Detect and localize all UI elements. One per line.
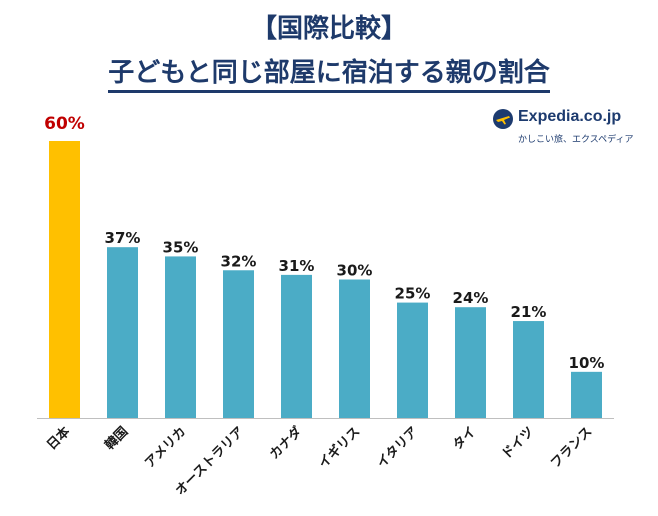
- value-label-8: 21%: [511, 303, 547, 321]
- expedia-logo: Expedia.co.jp かしこい旅、エクスペディア: [492, 108, 642, 154]
- bars-group: [49, 141, 602, 418]
- category-label-5: イギリス: [315, 424, 363, 472]
- value-label-0: 60%: [44, 114, 85, 134]
- value-labels-group: 60% 37% 35% 32% 31% 30% 25% 24% 21% 10%: [44, 114, 604, 372]
- bar-1: [107, 247, 138, 418]
- value-label-3: 32%: [221, 252, 257, 270]
- logo-tagline: かしこい旅、エクスペディア: [518, 135, 634, 145]
- bar-4: [281, 274, 312, 418]
- category-label-1: 韓国: [102, 424, 132, 454]
- value-label-7: 24%: [453, 289, 489, 307]
- value-label-2: 35%: [163, 238, 199, 256]
- chart-title-line2: 子どもと同じ部屋に宿泊する親の割合: [0, 52, 658, 93]
- value-label-9: 10%: [569, 354, 605, 372]
- category-label-6: イタリア: [374, 424, 421, 471]
- category-label-2: アメリカ: [142, 424, 189, 471]
- logo-name: Expedia.co.jp: [518, 108, 622, 125]
- value-label-5: 30%: [337, 262, 373, 280]
- category-label-7: タイ: [450, 424, 479, 453]
- value-label-4: 31%: [279, 257, 315, 275]
- category-label-9: フランス: [548, 424, 595, 471]
- bar-3: [223, 270, 254, 418]
- value-label-1: 37%: [105, 229, 141, 247]
- bar-0: [49, 141, 80, 418]
- bar-6: [397, 302, 428, 418]
- bar-9: [571, 371, 602, 418]
- airplane-globe-icon: [493, 109, 513, 129]
- bar-8: [513, 321, 544, 418]
- category-label-8: ドイツ: [499, 424, 537, 462]
- category-label-0: 日本: [44, 424, 74, 454]
- bar-2: [165, 256, 196, 418]
- category-label-4: カナダ: [266, 424, 305, 463]
- chart-title-line2-text: 子どもと同じ部屋に宿泊する親の割合: [108, 58, 550, 93]
- value-label-6: 25%: [395, 285, 431, 303]
- bar-7: [455, 307, 486, 418]
- chart-title-line1: 【国際比較】: [250, 14, 407, 44]
- bar-5: [339, 279, 370, 418]
